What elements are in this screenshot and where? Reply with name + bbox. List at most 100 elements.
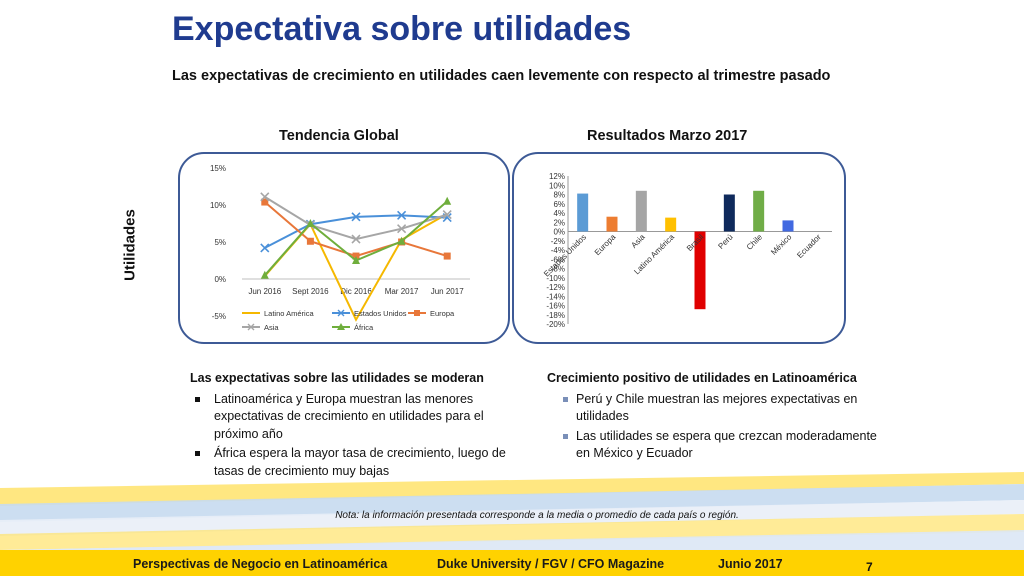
data-point (306, 237, 314, 245)
list-item: Perú y Chile muestran las mejores expect… (547, 391, 887, 426)
x-tick-label: Ecuador (795, 232, 823, 260)
x-tick-label: Europa (593, 232, 618, 257)
left-bullet-list: Latinoamérica y Europa muestran las meno… (190, 391, 510, 481)
footer-date: Junio 2017 (718, 557, 783, 571)
x-tick-label: Asia (629, 232, 647, 250)
y-tick-label: -5% (212, 312, 226, 321)
bullet-text: Latinoamérica y Europa muestran las meno… (214, 391, 484, 441)
bullet-text: África espera la mayor tasa de crecimien… (214, 446, 506, 478)
data-point (260, 192, 270, 202)
data-point (443, 252, 451, 260)
y-tick-label: -14% (546, 292, 565, 301)
legend-label: Asia (264, 323, 279, 332)
legend-label: Europa (430, 309, 455, 318)
y-tick-label: -4% (551, 246, 565, 255)
x-tick-label: Perú (716, 233, 734, 251)
list-item: Las utilidades se espera que crezcan mod… (547, 428, 887, 463)
data-point (397, 210, 407, 220)
footer-center-text: Duke University / FGV / CFO Magazine (437, 557, 665, 571)
y-tick-label: 12% (549, 172, 565, 181)
right-text-block: Crecimiento positivo de utilidades en La… (547, 370, 887, 465)
bullet-icon (563, 433, 568, 439)
list-item: África espera la mayor tasa de crecimien… (190, 445, 510, 480)
y-tick-label: 15% (210, 164, 226, 173)
right-panel-title: Resultados Marzo 2017 (587, 128, 748, 144)
bullet-icon (195, 396, 200, 402)
bar (665, 217, 677, 232)
y-tick-label: -12% (546, 283, 565, 292)
decorative-stripes (0, 472, 1024, 550)
bullet-icon (563, 396, 568, 402)
bullet-text: Las utilidades se espera que crezcan mod… (576, 428, 877, 461)
data-point (261, 198, 269, 206)
y-tick-label: 6% (553, 200, 565, 209)
right-bullet-list: Perú y Chile muestran las mejores expect… (547, 391, 887, 463)
y-tick-label: 10% (210, 201, 226, 210)
bar-chart-panel: 12% 10% 8% 6% 4% 2% 0% -2% -4% -6% -8% -10% -12% -14%… (512, 152, 846, 344)
x-tick-label: México (769, 232, 794, 257)
footer-bar (0, 550, 1024, 576)
bar (577, 193, 589, 232)
footer-left-text: Perspectivas de Negocio en Latinoamérica (133, 557, 388, 571)
bar-chart: 12%10%8%6%4%2%0%-2%-4%-6%-8%-10%-12%-14%… (542, 172, 832, 329)
utilidades-side-label: Utilidades (121, 209, 139, 281)
legend-marker (247, 323, 255, 331)
y-tick-label: -8% (551, 265, 565, 274)
slide-title: Expectativa sobre utilidades (172, 10, 632, 48)
legend-marker (337, 323, 345, 330)
series-line (264, 213, 448, 322)
bullet-icon (195, 451, 200, 456)
data-point (397, 224, 407, 234)
x-tick-label: Jun 2017 (431, 287, 464, 296)
y-tick-label: -10% (546, 274, 565, 283)
x-tick-label: Mar 2017 (385, 287, 419, 296)
left-text-title: Las expectativas sobre las utilidades se… (190, 371, 484, 385)
bar (723, 194, 735, 232)
y-tick-label: 10% (549, 181, 565, 190)
bar (753, 190, 765, 232)
y-tick-label: 5% (214, 238, 226, 247)
x-tick-label: Dic 2016 (340, 287, 372, 296)
bullet-text: Perú y Chile muestran las mejores expect… (576, 391, 858, 424)
legend-label: África (354, 323, 374, 332)
data-point (306, 219, 315, 227)
y-tick-label: 8% (553, 191, 565, 200)
y-tick-label: -20% (546, 320, 565, 329)
x-tick-label: Estados Unidos (542, 233, 588, 279)
bar (635, 190, 647, 232)
y-tick-label: -18% (546, 311, 565, 320)
right-text-title: Crecimiento positivo de utilidades en La… (547, 371, 857, 385)
data-point (397, 236, 406, 245)
y-tick-label: 2% (553, 218, 565, 227)
footnote: Nota: la información presentada correspo… (335, 510, 739, 521)
data-point (443, 196, 452, 205)
line-chart-panel: 15% 10% 5% 0% -5% Jun 2016 Sept 2016 Dic 2016 Ma… (178, 152, 510, 344)
bar (782, 220, 794, 232)
data-point (351, 212, 361, 222)
data-point (260, 243, 270, 253)
bar (694, 231, 706, 310)
y-tick-label: -2% (551, 237, 565, 246)
x-tick-label: Jun 2016 (248, 287, 281, 296)
line-chart: 15% 10% 5% 0% -5% Jun 2016 Sept 2016 Dic 2016 Ma… (210, 164, 470, 332)
bar (606, 216, 618, 232)
slide-subtitle: Las expectativas de crecimiento en utili… (172, 68, 831, 84)
list-item: Latinoamérica y Europa muestran las meno… (190, 391, 510, 444)
y-tick-label: 0% (553, 228, 565, 237)
legend-label: Estados Unidos (354, 309, 407, 318)
y-tick-label: 0% (214, 275, 226, 284)
legend-marker (414, 310, 420, 316)
legend-label: Latino América (264, 309, 314, 318)
y-tick-label: -16% (546, 302, 565, 311)
left-panel-title: Tendencia Global (279, 128, 399, 144)
data-point (260, 270, 269, 279)
data-point (352, 256, 360, 264)
y-tick-label: -6% (551, 255, 565, 264)
data-point (351, 234, 361, 244)
x-tick-label: Sept 2016 (292, 287, 329, 296)
data-point (442, 210, 452, 220)
page-number: 7 (866, 560, 873, 574)
y-tick-label: 4% (553, 209, 565, 218)
x-tick-label: Chile (745, 232, 765, 252)
left-text-block: Las expectativas sobre las utilidades se… (190, 370, 510, 482)
